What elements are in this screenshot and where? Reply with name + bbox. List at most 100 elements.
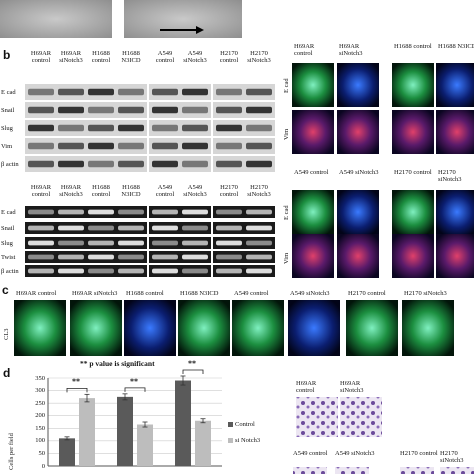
fluorescence-image: [178, 300, 230, 356]
fluorescence-image: [292, 190, 334, 234]
bar: [59, 438, 75, 466]
band: [58, 209, 84, 215]
blot-strip: [213, 102, 275, 118]
band: [216, 268, 242, 274]
panel-label: d: [3, 366, 11, 380]
blot-strip: [213, 265, 275, 277]
band: [152, 106, 178, 114]
blot-strip: [85, 102, 147, 118]
invasion-image: [293, 467, 327, 474]
band: [246, 160, 272, 168]
band: [88, 124, 114, 132]
band: [152, 142, 178, 150]
bar: [117, 396, 133, 466]
blot-strip: [149, 265, 211, 277]
row-label: E cad: [1, 89, 16, 96]
blot-strip: [213, 84, 275, 100]
fluorescence-image: [436, 63, 474, 107]
band: [216, 106, 242, 114]
fluorescence-image: [392, 234, 434, 278]
band: [28, 88, 54, 96]
fluorescence-image: [392, 110, 434, 154]
band: [118, 88, 144, 96]
blot-strip: [85, 156, 147, 172]
band: [246, 88, 272, 96]
band: [88, 209, 114, 215]
image-header: H2170 siNotch3: [440, 450, 464, 464]
blot-strip: [25, 156, 87, 172]
band: [152, 225, 178, 231]
band: [88, 160, 114, 168]
image-header: A549 siNotch3: [339, 169, 379, 176]
fluorescence-image: [392, 190, 434, 234]
band: [28, 268, 54, 274]
band: [246, 268, 272, 274]
image-header: A549 control: [234, 290, 269, 297]
legend-label: si Notch3: [235, 437, 261, 444]
band: [118, 124, 144, 132]
band: [182, 124, 208, 132]
y-tick-label: 250: [35, 399, 45, 407]
band: [28, 209, 54, 215]
blot-strip: [85, 265, 147, 277]
band: [246, 240, 272, 246]
row-label: β actin: [1, 268, 19, 275]
image-header: A549 siNotch3: [335, 450, 375, 457]
blot-strip: [85, 120, 147, 136]
band: [182, 268, 208, 274]
blot-strip: [85, 237, 147, 249]
panel-label: b: [3, 48, 11, 62]
band: [246, 209, 272, 215]
image-header: H69AR control: [294, 43, 315, 57]
fluorescence-image: [292, 63, 334, 107]
band: [152, 124, 178, 132]
band: [216, 225, 242, 231]
band: [182, 240, 208, 246]
row-label: CL3: [3, 328, 10, 340]
image-header: H2170 control: [348, 290, 386, 297]
fluorescence-image: [124, 300, 176, 356]
lane-header: A549 siNotch3: [183, 50, 207, 64]
invasion-image: [335, 467, 369, 474]
y-tick-label: 350: [35, 374, 45, 382]
blot-strip: [149, 102, 211, 118]
panel-label: c: [2, 283, 9, 297]
band: [152, 268, 178, 274]
lane-header: H69AR control: [30, 50, 52, 64]
band: [246, 124, 272, 132]
blot-strip: [25, 206, 87, 218]
blot-strip: [213, 120, 275, 136]
band: [118, 209, 144, 215]
band: [182, 142, 208, 150]
band: [28, 254, 54, 260]
row-label: Snail: [1, 107, 15, 114]
blot-strip: [213, 138, 275, 154]
band: [58, 160, 84, 168]
band: [88, 106, 114, 114]
blot-strip: [149, 206, 211, 218]
band: [216, 88, 242, 96]
image-header: A549 siNotch3: [290, 290, 330, 297]
fluorescence-image: [292, 110, 334, 154]
band: [152, 88, 178, 96]
fluorescence-image: [288, 300, 340, 356]
blot-strip: [85, 138, 147, 154]
row-label: Vim: [283, 252, 290, 264]
chart-title: ** p value is significant: [80, 359, 155, 368]
image-header: A549 control: [294, 169, 329, 176]
lane-header: H1688 N3ICD: [121, 50, 141, 64]
lane-header: H1688 N3ICD: [121, 184, 141, 198]
lane-header: H1688 control: [91, 50, 111, 64]
image-header: H1688 N3ICD: [180, 290, 219, 297]
band: [246, 106, 272, 114]
lane-header: H2170 control: [219, 50, 239, 64]
bar: [137, 424, 153, 466]
band: [118, 106, 144, 114]
band: [216, 142, 242, 150]
y-tick-label: 200: [35, 412, 45, 420]
band: [58, 106, 84, 114]
lane-header: A549 siNotch3: [183, 184, 207, 198]
blot-strip: [85, 222, 147, 234]
lane-header: H2170 siNotch3: [247, 184, 271, 198]
invasion-image: [440, 467, 474, 474]
